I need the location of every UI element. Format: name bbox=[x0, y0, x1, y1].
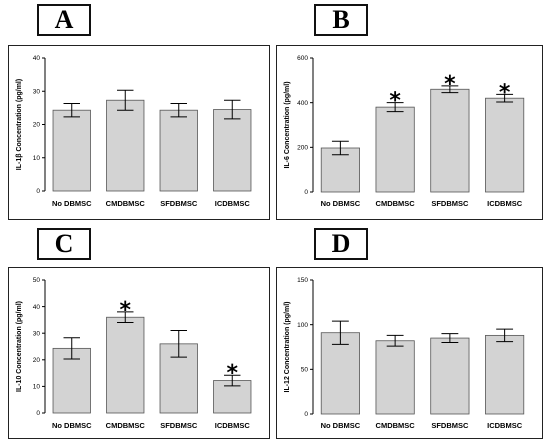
significance-star: * bbox=[499, 80, 511, 105]
y-axis-label: IL-12 Concentration (pg/ml) bbox=[284, 302, 291, 393]
category-label: No DBMSC bbox=[321, 421, 361, 430]
y-tick-label: 100 bbox=[297, 322, 308, 329]
category-label: No DBMSC bbox=[52, 421, 92, 430]
y-tick-label: 30 bbox=[33, 88, 41, 95]
category-label: CMDBMSC bbox=[376, 421, 416, 430]
chart-svg-d: 0 50 100 150 IL-12 Concentration (pg/ml) No D… bbox=[284, 277, 525, 430]
bar bbox=[106, 316, 145, 414]
y-tick-label: 150 bbox=[297, 277, 308, 284]
y-tick-label: 0 bbox=[36, 188, 40, 195]
bar bbox=[375, 106, 415, 193]
category-label: SFDBMSC bbox=[431, 199, 469, 208]
y-tick-label: 50 bbox=[301, 367, 309, 374]
y-tick-label: 0 bbox=[36, 410, 40, 417]
y-axis-label: IL-1β Concentration (pg/ml) bbox=[16, 79, 23, 170]
category-label: ICDBMSC bbox=[215, 421, 251, 430]
y-tick-label: 10 bbox=[33, 384, 41, 391]
bar bbox=[375, 340, 415, 415]
significance-star: * bbox=[226, 361, 238, 386]
category-label: SFDBMSC bbox=[160, 421, 198, 430]
bar bbox=[159, 109, 198, 192]
bar bbox=[430, 88, 470, 193]
y-tick-label: 40 bbox=[33, 304, 41, 311]
chart-panel-c: 0 10 20 30 40 50 IL-10 Concentration (pg/ml) No… bbox=[8, 267, 270, 439]
significance-star: * bbox=[444, 72, 456, 97]
chart-svg-c: 0 10 20 30 40 50 IL-10 Concentration (pg/ml) No… bbox=[16, 277, 252, 430]
bar bbox=[485, 97, 525, 193]
panel-label-c: C bbox=[37, 228, 91, 260]
chart-panel-b: 0 200 400 600 IL-6 Concentration (pg/ml) No D… bbox=[276, 45, 543, 220]
y-tick-label: 600 bbox=[297, 55, 308, 62]
y-axis-label: IL-6 Concentration (pg/ml) bbox=[284, 81, 291, 168]
chart-panel-d: 0 50 100 150 IL-12 Concentration (pg/ml) No D… bbox=[276, 267, 543, 439]
chart-svg-a: 0 10 20 30 40 IL-1β Concentration (pg/ml) No D… bbox=[16, 55, 252, 208]
panel-label-b: B bbox=[314, 4, 368, 36]
chart-panel-a: 0 10 20 30 40 IL-1β Concentration (pg/ml) No D… bbox=[8, 45, 270, 220]
category-label: No DBMSC bbox=[52, 199, 92, 208]
panel-label-a: A bbox=[37, 4, 91, 36]
bar bbox=[213, 109, 252, 192]
category-label: CMDBMSC bbox=[376, 199, 416, 208]
bar bbox=[485, 334, 525, 415]
significance-star: * bbox=[389, 89, 401, 114]
y-tick-label: 20 bbox=[33, 122, 41, 129]
y-tick-label: 10 bbox=[33, 155, 41, 162]
bar bbox=[320, 147, 360, 193]
category-label: CMDBMSC bbox=[106, 421, 146, 430]
category-label: SFDBMSC bbox=[431, 421, 469, 430]
category-label: SFDBMSC bbox=[160, 199, 198, 208]
y-tick-label: 0 bbox=[304, 189, 308, 196]
category-label: ICDBMSC bbox=[487, 199, 523, 208]
y-tick-label: 40 bbox=[33, 55, 41, 62]
chart-svg-b: 0 200 400 600 IL-6 Concentration (pg/ml) No D… bbox=[284, 55, 525, 208]
y-tick-label: 50 bbox=[33, 277, 41, 284]
bar bbox=[320, 332, 360, 415]
bar bbox=[52, 109, 91, 192]
bar bbox=[159, 343, 198, 414]
y-tick-label: 200 bbox=[297, 145, 308, 152]
significance-star: * bbox=[119, 298, 131, 323]
y-axis-label: IL-10 Concentration (pg/ml) bbox=[16, 301, 23, 392]
category-label: CMDBMSC bbox=[106, 199, 146, 208]
category-label: ICDBMSC bbox=[215, 199, 251, 208]
category-label: ICDBMSC bbox=[487, 421, 523, 430]
y-tick-label: 0 bbox=[304, 411, 308, 418]
bar bbox=[430, 337, 470, 415]
category-label: No DBMSC bbox=[321, 199, 361, 208]
y-tick-label: 30 bbox=[33, 330, 41, 337]
panel-label-d: D bbox=[314, 228, 368, 260]
y-tick-label: 20 bbox=[33, 357, 41, 364]
bar bbox=[106, 99, 145, 192]
y-tick-label: 400 bbox=[297, 100, 308, 107]
